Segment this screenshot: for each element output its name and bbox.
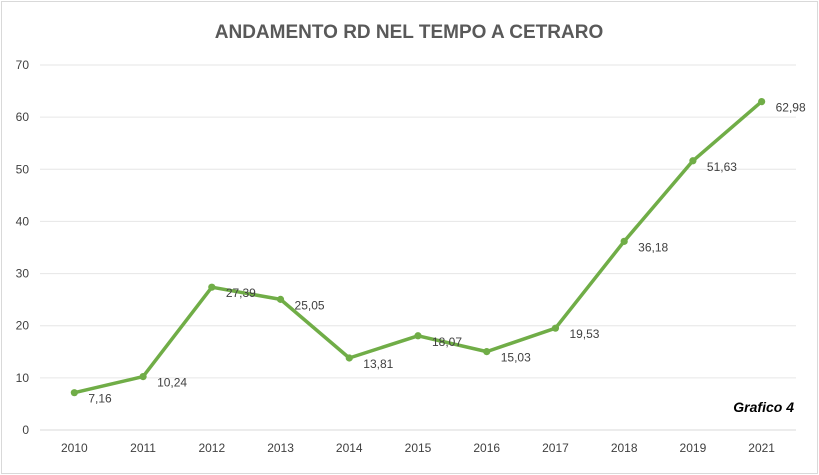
data-label: 18,07 <box>432 335 462 349</box>
data-label: 62,98 <box>776 101 806 115</box>
data-point <box>483 348 491 356</box>
x-tick-label: 2017 <box>542 441 569 455</box>
data-point <box>551 324 560 332</box>
data-label: 13,81 <box>363 357 393 371</box>
y-tick-label: 50 <box>16 162 30 176</box>
chart-annotation: Grafico 4 <box>733 399 794 415</box>
y-tick-label: 60 <box>16 110 30 124</box>
x-axis-ticks: 2010 2011 2012 2013 2014 2015 2016 2017 2018 2019… <box>61 441 775 455</box>
data-point <box>70 389 78 397</box>
y-tick-label: 40 <box>16 214 30 228</box>
x-tick-label: 2019 <box>680 441 707 455</box>
y-tick-label: 10 <box>16 371 30 385</box>
data-points <box>70 98 766 397</box>
data-point <box>276 295 285 303</box>
y-tick-label: 0 <box>22 423 29 437</box>
data-point <box>139 373 147 381</box>
x-tick-label: 2010 <box>61 441 88 455</box>
data-point <box>208 283 216 291</box>
x-tick-label: 2021 <box>748 441 775 455</box>
data-label: 7,16 <box>88 392 112 406</box>
x-tick-label: 2018 <box>611 441 638 455</box>
data-point <box>689 157 697 165</box>
x-tick-label: 2012 <box>198 441 225 455</box>
data-label: 51,63 <box>707 160 737 174</box>
data-labels: 7,16 10,24 27,39 25,05 13,81 18,07 15,03 19,53 3… <box>88 101 806 406</box>
x-tick-label: 2015 <box>405 441 432 455</box>
data-label: 27,39 <box>226 286 256 300</box>
x-tick-label: 2011 <box>130 441 156 455</box>
grid-lines <box>40 64 796 431</box>
y-tick-label: 30 <box>16 267 30 281</box>
x-tick-label: 2016 <box>473 441 500 455</box>
data-label: 15,03 <box>501 351 531 365</box>
x-tick-label: 2013 <box>267 441 294 455</box>
data-point <box>758 98 766 106</box>
y-tick-label: 70 <box>16 58 30 72</box>
data-label: 19,53 <box>569 327 599 341</box>
data-label: 36,18 <box>638 240 668 254</box>
data-label: 25,05 <box>295 298 325 312</box>
y-axis-ticks: 0 10 20 30 40 50 60 70 <box>16 58 30 437</box>
y-tick-label: 20 <box>16 319 30 333</box>
data-point <box>620 237 628 245</box>
chart-title: ANDAMENTO RD NEL TEMPO A CETRARO <box>215 22 603 43</box>
data-point <box>414 332 422 340</box>
data-point <box>345 354 353 362</box>
x-tick-label: 2014 <box>336 441 363 455</box>
data-label: 10,24 <box>157 376 187 390</box>
